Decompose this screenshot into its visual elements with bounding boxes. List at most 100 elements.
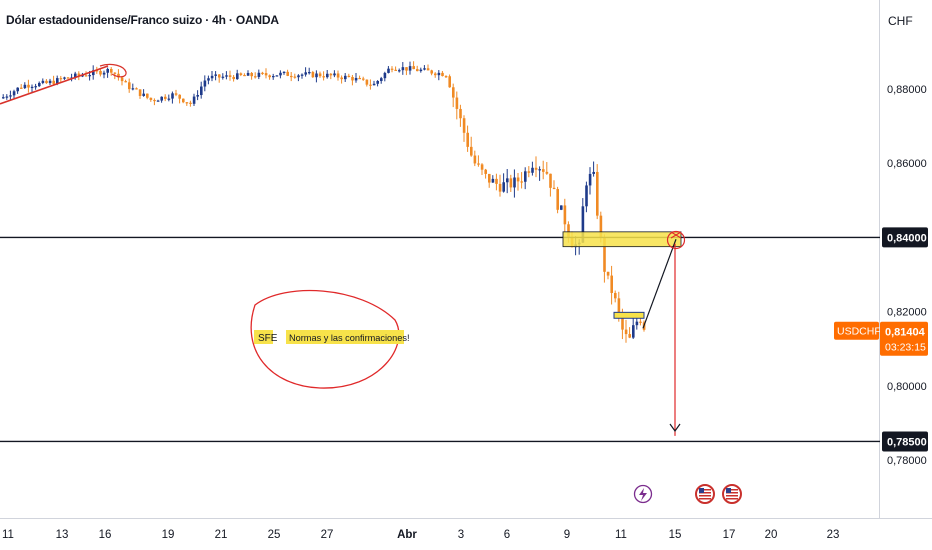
- candle-body: [272, 76, 275, 78]
- candle-body: [426, 68, 430, 71]
- candle-body: [322, 76, 325, 78]
- price-level-tag-label: 0,84000: [887, 232, 927, 244]
- time-tick-label: Abr: [397, 529, 417, 541]
- candle-body: [311, 72, 315, 78]
- current-price-tag: [880, 321, 928, 356]
- candle-body: [308, 72, 311, 74]
- candle-body: [264, 73, 268, 76]
- candle-body: [300, 74, 304, 76]
- time-tick-label: 19: [162, 529, 175, 541]
- candle-body: [531, 167, 534, 173]
- candle-body: [524, 171, 527, 182]
- candle-body: [599, 215, 603, 238]
- candle-body: [225, 75, 228, 77]
- candle-body: [146, 93, 149, 98]
- candle-body: [38, 82, 41, 87]
- time-tick-label: 17: [723, 529, 736, 541]
- candle-body: [509, 178, 513, 188]
- candle-body: [632, 325, 635, 338]
- us-flag-icon: [695, 484, 715, 504]
- candle-body: [214, 74, 217, 76]
- candle-body: [2, 97, 5, 99]
- candle-body: [452, 87, 455, 98]
- candle-body: [34, 86, 37, 88]
- trendline: [0, 65, 109, 105]
- candle-body: [639, 321, 642, 323]
- candle-body: [326, 73, 329, 78]
- candle-body: [444, 76, 448, 78]
- candle-body: [106, 68, 109, 73]
- candle-body: [297, 75, 300, 78]
- supply-zone: [562, 231, 682, 248]
- candle-body: [304, 72, 307, 75]
- candle-body: [419, 69, 423, 72]
- candle-body: [614, 292, 617, 299]
- price-axis[interactable]: 0,88000 0,86000 0,84000 0,82000 0,80000 0,785…: [834, 84, 928, 467]
- candle-body: [63, 77, 66, 79]
- time-tick-label: 21: [215, 529, 228, 541]
- candle-body: [156, 100, 160, 102]
- candle-body: [563, 205, 567, 225]
- candle-body: [20, 87, 23, 89]
- candle-body: [207, 78, 210, 81]
- sfe-label: SFE: [258, 333, 278, 344]
- candle-body: [171, 93, 174, 99]
- candle-body: [99, 70, 102, 75]
- price-tick-label: 0,78000: [887, 455, 927, 467]
- candle-body: [347, 75, 351, 78]
- candle-body: [167, 98, 171, 100]
- candle-body: [351, 76, 354, 81]
- candle-body: [282, 71, 286, 74]
- candle-body: [513, 177, 516, 188]
- candle-body: [495, 178, 498, 184]
- symbol-tag-label: USDCHF: [837, 326, 881, 338]
- candle-body: [408, 66, 412, 71]
- candle-body: [434, 73, 437, 76]
- time-tick-label: 27: [321, 529, 334, 541]
- candle-body: [358, 77, 361, 80]
- time-tick-label: 23: [827, 529, 840, 541]
- time-tick-label: 20: [765, 529, 778, 541]
- candle-body: [585, 185, 588, 207]
- candle-body: [124, 81, 127, 83]
- candle-body: [376, 80, 379, 84]
- time-tick-label: 11: [615, 529, 627, 541]
- candle-body: [153, 99, 156, 102]
- candle-body: [254, 76, 257, 78]
- currency-label[interactable]: CHF: [888, 14, 913, 28]
- target-circle: [666, 230, 686, 250]
- candle-body: [455, 97, 459, 109]
- candle-body: [538, 169, 541, 171]
- candle-body: [448, 76, 451, 88]
- candle-body: [621, 312, 624, 330]
- candle-body: [549, 173, 552, 188]
- time-axis[interactable]: 11 13 16 19 21 25 27 Abr 3 6 9 11 15 17 20 23: [2, 529, 839, 541]
- scribble-mark: [99, 63, 127, 78]
- candle-body: [9, 95, 12, 97]
- time-tick-label: 3: [458, 529, 464, 541]
- candle-body: [401, 67, 405, 71]
- price-level-tag: [882, 431, 928, 452]
- candle-body: [74, 73, 77, 78]
- candle-body: [506, 178, 509, 183]
- price-tick-label: 0,80000: [887, 381, 927, 393]
- candle-body: [95, 70, 99, 72]
- candle-body: [232, 76, 235, 80]
- us-flag-stripe: [726, 489, 738, 491]
- candle-body: [192, 96, 196, 104]
- candle-body: [128, 82, 131, 90]
- candle-body: [387, 68, 390, 73]
- candle-body: [142, 93, 145, 96]
- candle-body: [286, 71, 289, 76]
- candle-body: [203, 80, 207, 87]
- candle-body: [329, 73, 333, 76]
- candle-body: [84, 75, 88, 77]
- candle-body: [394, 69, 397, 72]
- candle-body: [120, 77, 124, 82]
- candle-body: [437, 72, 441, 76]
- candle-body: [200, 86, 203, 96]
- lightning-icon-glyph: [639, 488, 647, 501]
- candle-body: [257, 72, 261, 77]
- candle-body: [545, 171, 549, 174]
- candle-body: [221, 76, 225, 78]
